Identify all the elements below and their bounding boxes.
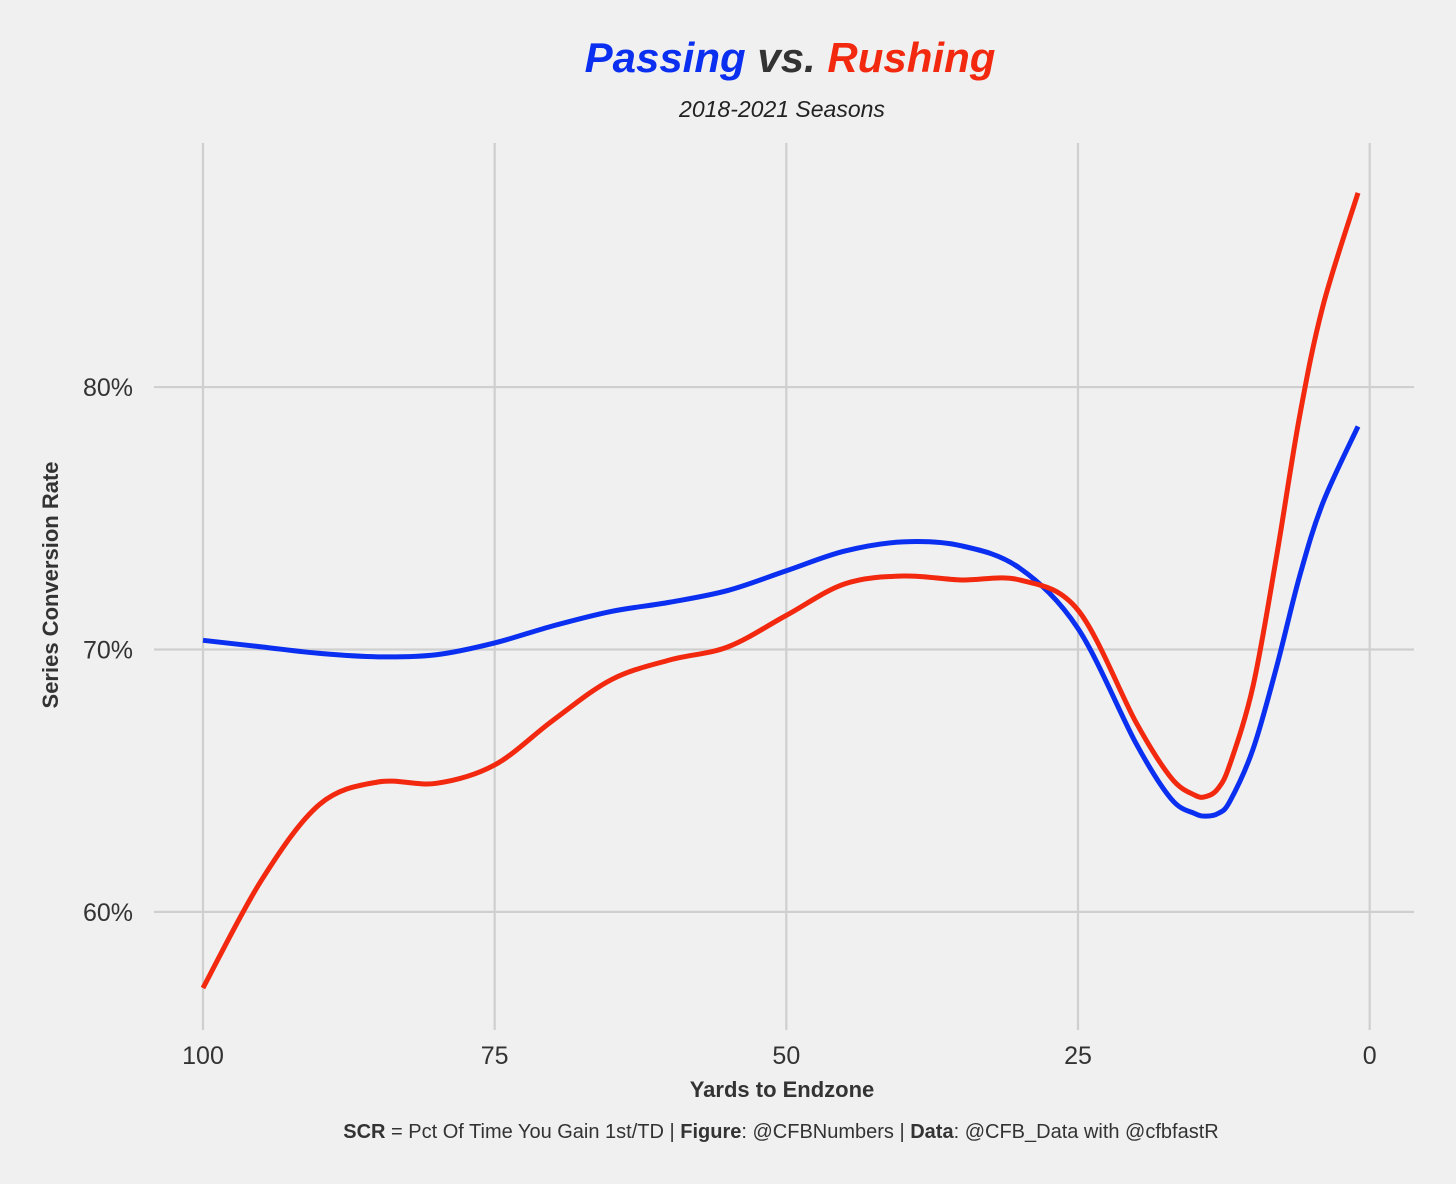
series-line-rushing: [200, 192, 1361, 990]
x-tick-label-100: 100: [182, 1042, 224, 1070]
title-vs: vs.: [757, 34, 815, 81]
title-rushing: Rushing: [827, 34, 995, 81]
y-tick-label-70: 70%: [83, 636, 133, 664]
y-tick-label-60: 60%: [83, 899, 133, 927]
caption-data-label: Data: [910, 1121, 954, 1143]
x-tick-label-75: 75: [481, 1042, 509, 1070]
x-tick-label-25: 25: [1064, 1042, 1092, 1070]
tick-layer: 100 75 50 25 0 60% 70% 80%: [83, 374, 1377, 1070]
title-spacer-2: [816, 34, 828, 81]
chart-subtitle: 2018-2021 Seasons: [678, 96, 885, 122]
caption-scr-text: = Pct Of Time You Gain 1st/TD |: [385, 1121, 680, 1143]
series-layer: [200, 192, 1361, 990]
title-spacer-1: [746, 34, 758, 81]
chart-title: Passing vs. Rushing: [585, 34, 996, 81]
caption-figure-label: Figure: [680, 1121, 741, 1143]
x-tick-label-50: 50: [772, 1042, 800, 1070]
caption-figure-text: : @CFBNumbers |: [741, 1121, 910, 1143]
caption-scr-label: SCR: [343, 1121, 386, 1143]
title-passing: Passing: [585, 34, 746, 81]
x-axis-title: Yards to Endzone: [690, 1077, 875, 1102]
series-line-passing: [202, 425, 1361, 819]
grid-layer: [154, 143, 1414, 1030]
y-tick-label-80: 80%: [83, 374, 133, 402]
x-tick-label-0: 0: [1363, 1042, 1377, 1070]
caption: SCR = Pct Of Time You Gain 1st/TD | Figu…: [343, 1121, 1218, 1143]
y-axis-title: Series Conversion Rate: [38, 462, 63, 709]
caption-data-text: : @CFB_Data with @cfbfastR: [954, 1121, 1219, 1143]
